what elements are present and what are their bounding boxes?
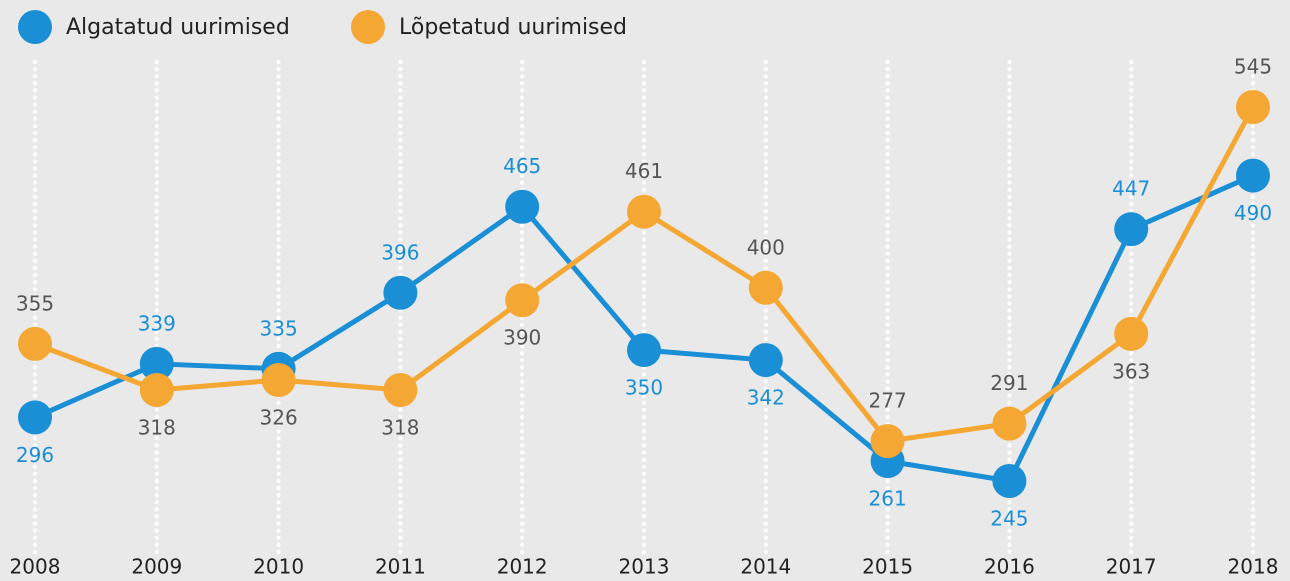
data-label: 355	[16, 291, 54, 315]
data-point	[18, 326, 52, 361]
data-point	[1114, 316, 1149, 351]
x-tick-label: 2008	[10, 555, 61, 579]
legend-swatch	[351, 10, 385, 44]
data-point	[18, 400, 52, 435]
data-point	[992, 406, 1027, 441]
data-label: 318	[381, 415, 419, 439]
legend-swatch	[18, 10, 52, 44]
data-point	[748, 270, 783, 305]
data-label: 339	[138, 311, 176, 335]
x-tick-label: 2014	[740, 555, 791, 579]
data-point	[383, 275, 418, 310]
x-tick-label: 2017	[1106, 555, 1157, 579]
x-tick-label: 2013	[619, 555, 670, 579]
data-label: 342	[747, 386, 785, 410]
x-tick-label: 2012	[497, 555, 548, 579]
x-tick-label: 2011	[375, 555, 426, 579]
data-point	[992, 464, 1027, 498]
data-label: 245	[990, 507, 1028, 531]
x-tick-label: 2018	[1228, 555, 1279, 579]
data-point	[505, 283, 540, 318]
data-label: 465	[503, 154, 541, 178]
legend-label: Lõpetatud uurimised	[399, 15, 627, 40]
x-tick-label: 2016	[984, 555, 1035, 579]
legend-label: Algatatud uurimised	[66, 15, 290, 40]
data-label: 261	[869, 487, 907, 511]
data-label: 296	[16, 443, 54, 467]
data-point	[748, 343, 783, 378]
data-label: 326	[260, 406, 298, 430]
data-label: 490	[1234, 201, 1272, 225]
data-label: 396	[381, 240, 419, 264]
data-label: 545	[1234, 55, 1272, 79]
data-label: 277	[869, 389, 907, 413]
data-label: 363	[1112, 359, 1150, 383]
data-point	[139, 372, 174, 407]
x-tick-label: 2009	[131, 555, 182, 579]
data-point	[383, 372, 418, 407]
data-label: 400	[747, 235, 785, 259]
data-label: 390	[503, 326, 541, 350]
x-tick-label: 2015	[862, 555, 913, 579]
data-label: 291	[990, 371, 1028, 395]
data-point	[1236, 90, 1270, 124]
data-point	[627, 194, 661, 229]
data-label: 318	[138, 415, 176, 439]
data-point	[1114, 212, 1149, 247]
x-tick-label: 2010	[253, 555, 304, 579]
data-label: 461	[625, 159, 663, 183]
data-label: 335	[260, 316, 298, 340]
data-point	[261, 363, 296, 398]
data-point	[505, 189, 540, 224]
data-point	[139, 346, 174, 381]
data-label: 447	[1112, 177, 1150, 201]
data-point	[627, 333, 661, 368]
data-point	[870, 424, 905, 459]
data-point	[1236, 158, 1270, 193]
data-label: 350	[625, 376, 663, 400]
